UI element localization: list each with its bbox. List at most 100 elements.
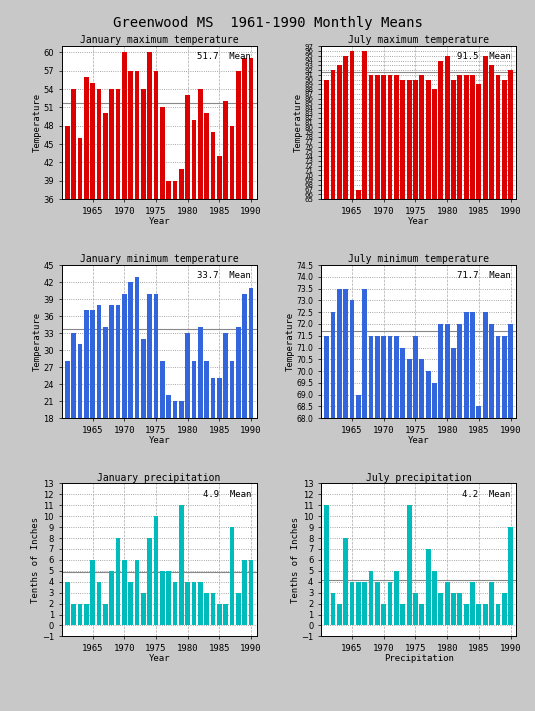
Bar xyxy=(204,361,209,520)
Y-axis label: Tenths of Inches: Tenths of Inches xyxy=(31,517,40,603)
X-axis label: Year: Year xyxy=(408,217,430,226)
Bar xyxy=(489,324,494,711)
Bar xyxy=(71,604,76,626)
Y-axis label: Temperature: Temperature xyxy=(33,93,42,152)
Bar xyxy=(166,395,171,520)
Bar xyxy=(154,70,158,419)
Bar xyxy=(128,282,133,520)
Text: 4.9  Mean: 4.9 Mean xyxy=(203,490,251,498)
Bar xyxy=(362,582,367,626)
Bar xyxy=(185,582,190,626)
X-axis label: Year: Year xyxy=(408,436,430,445)
Bar xyxy=(495,604,500,626)
Bar xyxy=(217,378,222,520)
Bar xyxy=(242,294,247,520)
Bar xyxy=(426,549,431,626)
Bar xyxy=(439,60,443,510)
Bar xyxy=(381,75,386,510)
Bar xyxy=(204,593,209,626)
Y-axis label: Temperature: Temperature xyxy=(286,312,295,371)
Bar xyxy=(413,593,418,626)
Bar xyxy=(419,75,424,510)
Bar xyxy=(495,75,500,510)
Bar xyxy=(413,80,418,510)
Bar xyxy=(445,55,449,510)
Bar xyxy=(242,58,247,419)
Text: Greenwood MS  1961-1990 Monthly Means: Greenwood MS 1961-1990 Monthly Means xyxy=(112,16,423,30)
Bar xyxy=(236,593,241,626)
Title: July precipitation: July precipitation xyxy=(366,473,471,483)
Bar xyxy=(154,516,158,626)
Bar xyxy=(407,359,411,711)
Bar xyxy=(160,361,165,520)
Bar xyxy=(343,538,348,626)
Bar xyxy=(185,333,190,520)
Bar xyxy=(337,65,342,510)
Bar xyxy=(439,324,443,711)
Bar xyxy=(90,560,95,626)
Bar xyxy=(96,305,101,520)
Bar xyxy=(457,324,462,711)
Text: 4.2  Mean: 4.2 Mean xyxy=(462,490,510,498)
Bar xyxy=(173,582,178,626)
Bar xyxy=(502,593,507,626)
Bar xyxy=(65,126,70,419)
Bar xyxy=(457,593,462,626)
Bar xyxy=(173,181,178,419)
Bar xyxy=(483,312,487,711)
Bar xyxy=(103,604,108,626)
Bar xyxy=(489,582,494,626)
Bar xyxy=(116,538,120,626)
Bar xyxy=(236,328,241,520)
Bar xyxy=(350,301,355,711)
Bar xyxy=(369,336,373,711)
Bar xyxy=(141,593,146,626)
Bar xyxy=(388,336,393,711)
Bar xyxy=(90,83,95,419)
Bar xyxy=(477,406,482,711)
Bar xyxy=(343,55,348,510)
Bar xyxy=(432,571,437,626)
Bar xyxy=(439,593,443,626)
Bar xyxy=(375,336,380,711)
Bar xyxy=(369,571,373,626)
Bar xyxy=(173,401,178,520)
Bar xyxy=(426,371,431,711)
Bar xyxy=(470,312,475,711)
Bar xyxy=(223,333,228,520)
Bar xyxy=(116,305,120,520)
Bar xyxy=(445,324,449,711)
Bar xyxy=(103,328,108,520)
X-axis label: Year: Year xyxy=(148,654,170,663)
Bar xyxy=(242,560,247,626)
Bar xyxy=(109,571,114,626)
Text: 91.5  Mean: 91.5 Mean xyxy=(457,53,510,61)
Bar xyxy=(362,289,367,711)
Bar xyxy=(211,132,216,419)
Bar xyxy=(147,53,152,419)
Bar xyxy=(477,604,482,626)
Bar xyxy=(198,89,203,419)
Bar xyxy=(343,289,348,711)
Bar xyxy=(249,58,254,419)
Bar xyxy=(381,336,386,711)
Title: July minimum temperature: July minimum temperature xyxy=(348,255,489,264)
Bar xyxy=(451,80,456,510)
Text: 71.7  Mean: 71.7 Mean xyxy=(457,272,510,280)
Bar xyxy=(477,85,482,510)
Bar xyxy=(90,311,95,520)
Bar xyxy=(122,560,127,626)
Bar xyxy=(185,95,190,419)
Bar xyxy=(331,593,335,626)
Bar xyxy=(84,604,89,626)
Bar xyxy=(109,305,114,520)
Bar xyxy=(147,294,152,520)
Bar xyxy=(65,361,70,520)
Y-axis label: Temperature: Temperature xyxy=(33,312,42,371)
Bar xyxy=(432,89,437,510)
Bar xyxy=(230,126,234,419)
Bar xyxy=(400,604,405,626)
Bar xyxy=(116,89,120,419)
Bar xyxy=(78,138,82,419)
Y-axis label: Temperature: Temperature xyxy=(294,93,303,152)
